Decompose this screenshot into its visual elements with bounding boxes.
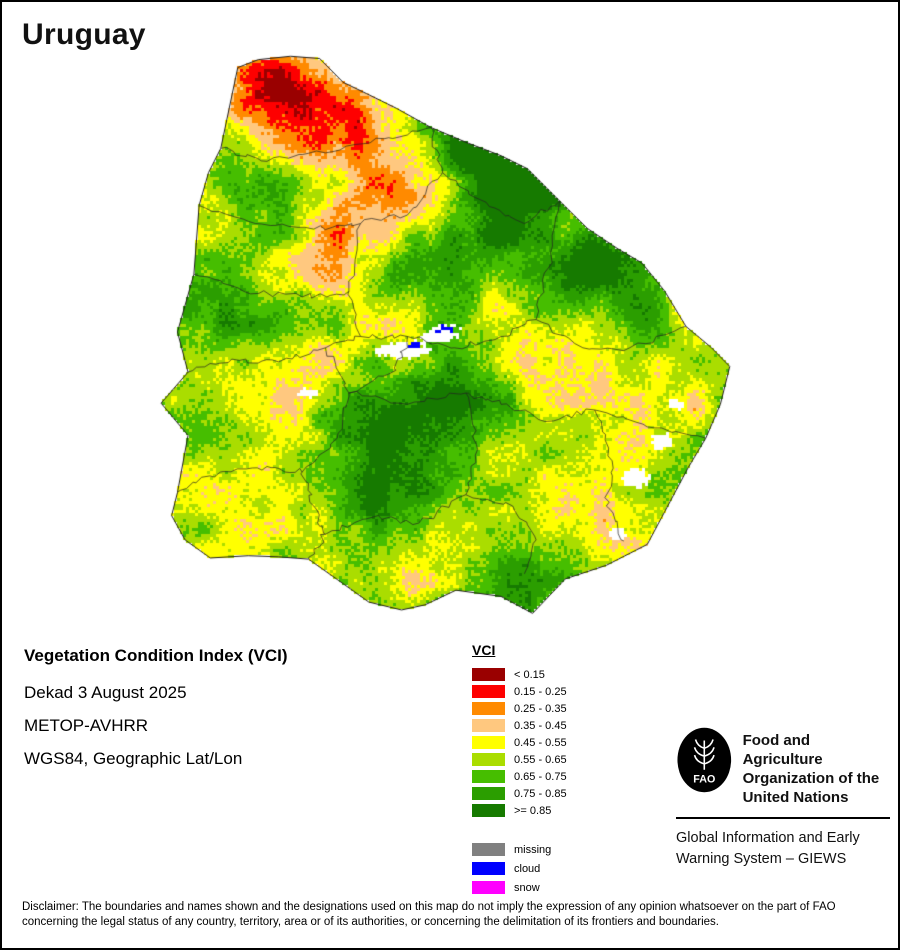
legend-item: 0.75 - 0.85 — [472, 785, 567, 802]
legend-swatch — [472, 770, 505, 783]
svg-text:FAO: FAO — [693, 773, 715, 785]
legend-swatch — [472, 804, 505, 817]
dekad-label: Dekad 3 August 2025 — [24, 683, 187, 702]
legend-item: snow — [472, 878, 567, 897]
fao-footer-block: FAO Food and Agriculture Organization of … — [676, 726, 890, 870]
legend-label: 0.45 - 0.55 — [514, 736, 567, 749]
legend-item: 0.65 - 0.75 — [472, 768, 567, 785]
giews-line: Global Information and Early — [676, 830, 860, 846]
legend-label: 0.75 - 0.85 — [514, 787, 567, 800]
legend-swatch — [472, 736, 505, 749]
product-name: Vegetation Condition Index (VCI) — [24, 646, 288, 665]
legend-label: cloud — [514, 862, 541, 875]
fao-name-line: United Nations — [742, 789, 849, 806]
footer-divider — [676, 817, 890, 819]
legend-label: >= 0.85 — [514, 804, 552, 817]
legend-swatch — [472, 753, 505, 766]
fao-logo-icon: FAO — [677, 727, 732, 793]
legend-label: 0.25 - 0.35 — [514, 702, 567, 715]
legend-label: 0.15 - 0.25 — [514, 685, 567, 698]
legend-item: >= 0.85 — [472, 802, 567, 819]
disclaimer-line: Disclaimer: The boundaries and names sho… — [22, 901, 836, 913]
legend-label: 0.55 - 0.65 — [514, 753, 567, 766]
disclaimer-line: concerning the legal status of any count… — [22, 916, 719, 928]
legend-item: 0.25 - 0.35 — [472, 700, 567, 717]
legend-item: 0.35 - 0.45 — [472, 717, 567, 734]
legend-swatch — [472, 862, 505, 875]
legend-item: 0.45 - 0.55 — [472, 734, 567, 751]
legend-swatch — [472, 787, 505, 800]
legend-item: < 0.15 — [472, 666, 567, 683]
legend-label: snow — [514, 881, 540, 894]
fao-name-line: Organization of the — [742, 770, 880, 787]
legend-item: missing — [472, 840, 567, 859]
fao-name: Food and Agriculture Organization of the U… — [743, 726, 890, 807]
sensor-label: METOP-AVHRR — [24, 716, 149, 735]
fao-logo-row: FAO Food and Agriculture Organization of … — [676, 726, 890, 807]
legend-extra-list: missing cloud snow — [472, 840, 567, 897]
map-info-block: Vegetation Condition Index (VCI) Dekad 3… — [24, 646, 288, 782]
legend-swatch — [472, 719, 505, 732]
legend-swatch — [472, 685, 505, 698]
legend-item: 0.15 - 0.25 — [472, 683, 567, 700]
projection-label: WGS84, Geographic Lat/Lon — [24, 749, 243, 768]
legend-label: 0.65 - 0.75 — [514, 770, 567, 783]
legend-swatch — [472, 843, 505, 856]
legend-label: < 0.15 — [514, 668, 545, 681]
legend-class-list: < 0.15 0.15 - 0.25 0.25 - 0.35 0.35 - 0.45 0… — [472, 666, 567, 819]
legend-item: 0.55 - 0.65 — [472, 751, 567, 768]
legend-item: cloud — [472, 859, 567, 878]
legend-title: VCI — [472, 642, 496, 658]
legend-swatch — [472, 668, 505, 681]
legend-label: missing — [514, 843, 552, 856]
vci-legend: VCI < 0.15 0.15 - 0.25 0.25 - 0.35 0.35 - 0… — [472, 642, 567, 897]
page-title: Uruguay — [22, 18, 146, 51]
disclaimer: Disclaimer: The boundaries and names sho… — [22, 900, 836, 930]
legend-swatch — [472, 702, 505, 715]
giews-line: Warning System – GIEWS — [676, 851, 847, 867]
legend-swatch — [472, 881, 505, 894]
uruguay-vci-map — [150, 54, 735, 619]
legend-label: 0.35 - 0.45 — [514, 719, 567, 732]
giews-label: Global Information and Early Warning Syst… — [676, 828, 890, 870]
fao-name-line: Food and Agriculture — [742, 732, 823, 768]
